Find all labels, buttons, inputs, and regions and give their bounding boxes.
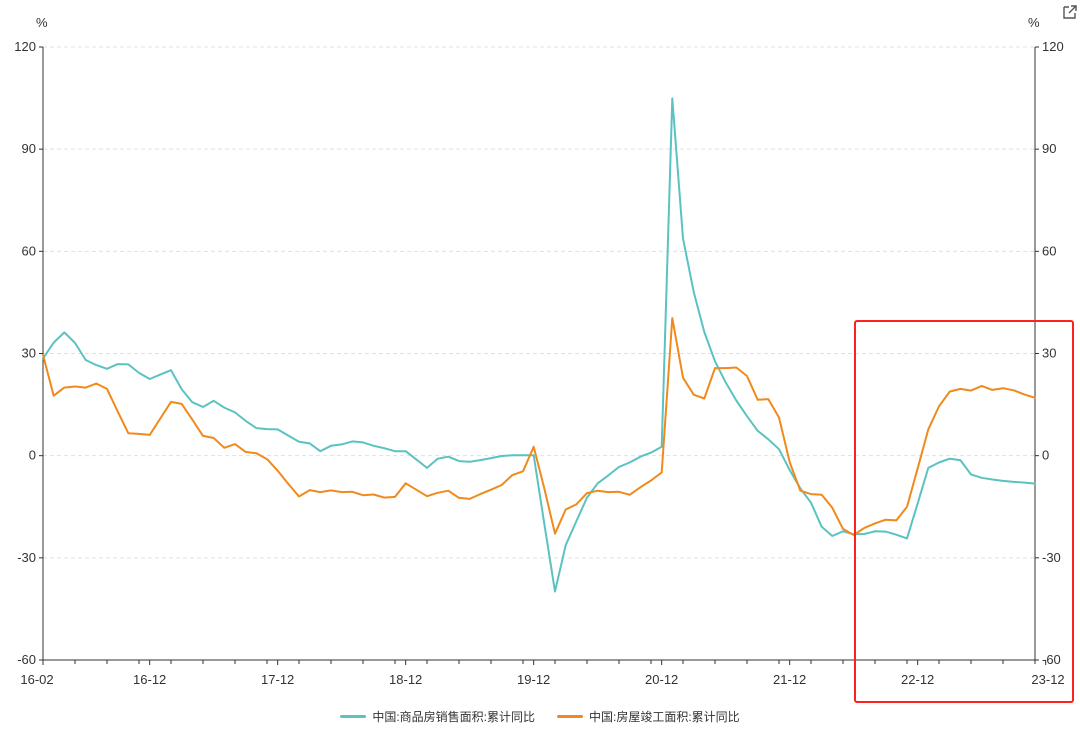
x-tick-label: 19-12 — [517, 672, 550, 687]
grid-lines — [43, 46, 1035, 559]
y-axis-right-ticks: 120 90 60 30 0 -30 -60 — [1035, 39, 1064, 667]
x-axis-ticks: 16-02 16-12 17-12 18-12 19-12 20-12 21-12 22-12… — [20, 660, 1065, 687]
series-layer — [42, 97, 1036, 593]
y-tick-label-left: -30 — [17, 550, 36, 565]
legend-label-completed-area: 中国:房屋竣工面积:累计同比 — [589, 710, 740, 724]
legend-item-completed-area[interactable]: 中国:房屋竣工面积:累计同比 — [557, 708, 740, 725]
x-tick-label: 16-12 — [133, 672, 166, 687]
y-tick-label-right: 30 — [1042, 346, 1056, 361]
series-line-2[interactable] — [42, 317, 1036, 536]
y-tick-label-right: -60 — [1042, 652, 1061, 667]
y-axis-left-ticks: 120 90 60 30 0 -30 -60 — [14, 39, 43, 667]
x-tick-label: 17-12 — [261, 672, 294, 687]
x-tick-label: 18-12 — [389, 672, 422, 687]
x-tick-label: 20-12 — [645, 672, 678, 687]
x-tick-label: 22-12 — [901, 672, 934, 687]
y-tick-label-right: 0 — [1042, 448, 1049, 463]
external-link-icon[interactable] — [1062, 4, 1078, 20]
highlight-box — [854, 320, 1074, 703]
series-line-1[interactable] — [42, 97, 1036, 593]
y-tick-label-right: -30 — [1042, 550, 1061, 565]
y-tick-label-left: 0 — [29, 448, 36, 463]
y-tick-label-left: -60 — [17, 652, 36, 667]
x-tick-label: 23-12 — [1031, 672, 1064, 687]
legend-swatch-teal — [340, 715, 367, 718]
y-tick-label-right: 90 — [1042, 141, 1056, 156]
legend-label-sales-area: 中国:商品房销售面积:累计同比 — [372, 710, 535, 724]
y-tick-label-left: 60 — [22, 243, 36, 258]
y-tick-label-left: 90 — [22, 141, 36, 156]
y-tick-label-right: 120 — [1042, 39, 1064, 54]
legend-swatch-orange — [557, 715, 583, 718]
y-tick-label-left: 120 — [14, 39, 36, 54]
y-tick-label-left: 30 — [22, 346, 36, 361]
y-axis-left-unit: % — [36, 15, 48, 30]
y-tick-label-right: 60 — [1042, 243, 1056, 258]
legend: 中国:商品房销售面积:累计同比 中国:房屋竣工面积:累计同比 — [0, 708, 1080, 725]
y-axis-right-unit: % — [1028, 15, 1040, 30]
x-tick-label: 16-02 — [20, 672, 53, 687]
x-tick-label: 21-12 — [773, 672, 806, 687]
legend-item-sales-area[interactable]: 中国:商品房销售面积:累计同比 — [340, 708, 535, 725]
